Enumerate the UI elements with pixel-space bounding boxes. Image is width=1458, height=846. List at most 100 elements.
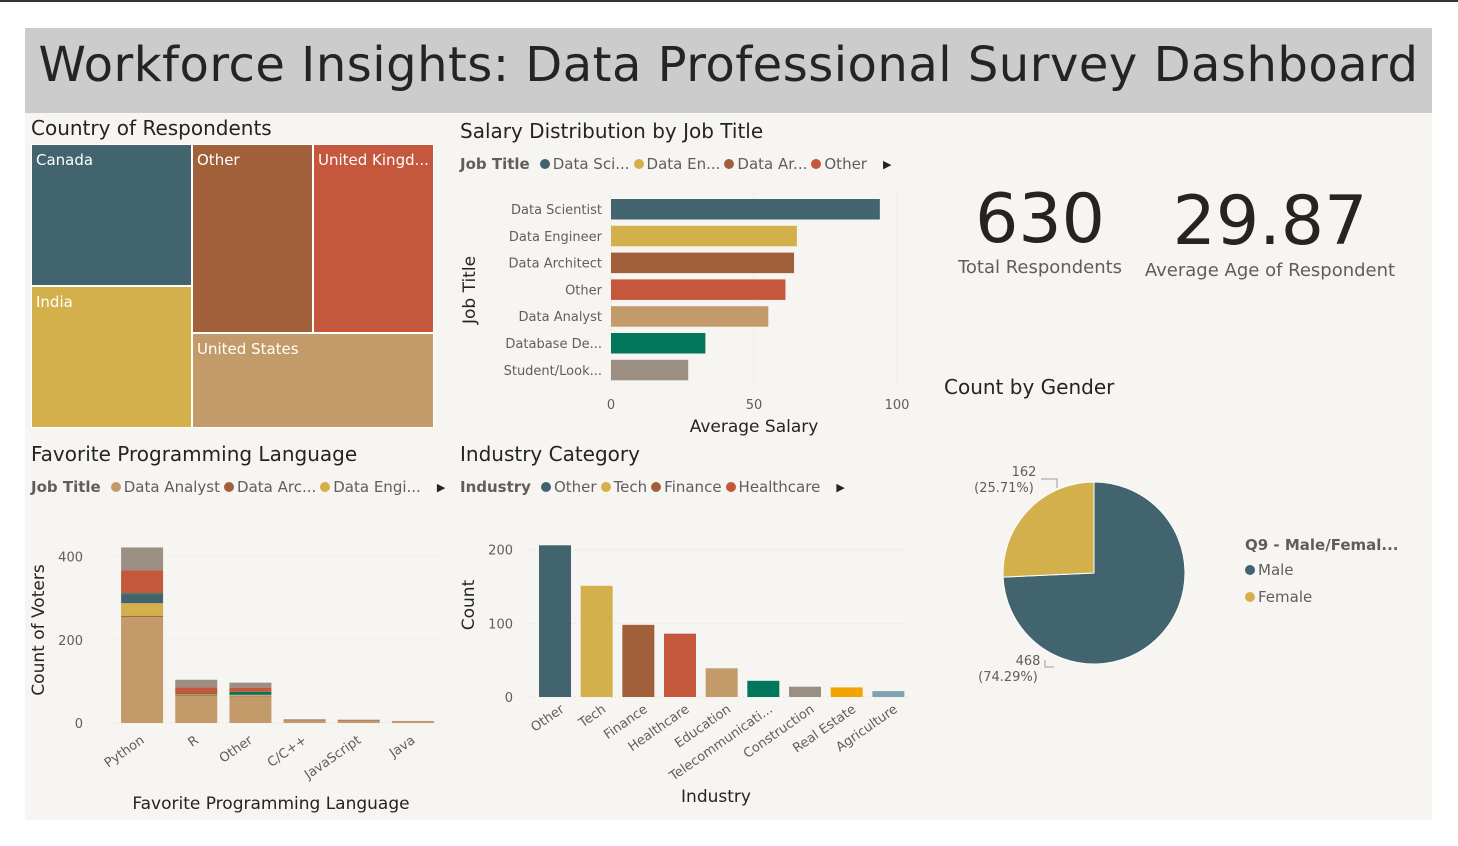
legend-item[interactable]: Data Engi... <box>333 478 421 496</box>
stacked-bar-segment <box>175 693 218 695</box>
legend-next-arrow-icon[interactable]: ▶ <box>882 157 892 171</box>
y-axis-title: Job Title <box>460 256 480 325</box>
bar <box>539 545 571 697</box>
average-age-label: Average Age of Respondent <box>1144 260 1396 281</box>
legend-item[interactable]: Data Arc... <box>237 478 317 496</box>
stacked-bar-segment <box>121 570 164 594</box>
legend-item-label: Female <box>1258 588 1313 606</box>
leader-line <box>1041 478 1058 488</box>
stacked-bar-segment <box>121 593 164 595</box>
legend-item[interactable]: Data Analyst <box>123 478 221 496</box>
salary-chart-title: Salary Distribution by Job Title <box>460 119 764 143</box>
stacked-bar-segment <box>121 603 164 616</box>
legend-marker <box>1245 592 1255 602</box>
x-tick-label: Other <box>217 733 256 767</box>
language-legend: Job Title Data Analyst Data Arc... Data … <box>31 478 445 496</box>
data-label-count: 162 <box>1012 465 1037 480</box>
legend-next-arrow-icon[interactable]: ▶ <box>436 480 446 494</box>
industry-legend: Industry Other Tech Finance Healthcare ▶ <box>460 478 845 496</box>
salary-bar-chart: 0 50 100 Data Scientist Data Engineer Data Ar… <box>460 193 910 437</box>
y-tick-label: Other <box>565 283 603 298</box>
stacked-bar-segment <box>229 694 272 696</box>
legend-marker <box>539 159 550 169</box>
treemap-cell-other[interactable]: Other <box>192 144 313 333</box>
legend-marker <box>633 159 644 169</box>
legend-item-label: Male <box>1258 561 1294 579</box>
y-tick-label: Data Analyst <box>519 310 602 325</box>
y-tick-label: 100 <box>488 617 513 632</box>
legend-item[interactable]: Finance <box>664 478 722 496</box>
gender-legend-item-female[interactable]: Female <box>1245 588 1312 606</box>
stacked-bar-segment <box>229 691 272 695</box>
dashboard-header: Workforce Insights: Data Professional Su… <box>25 28 1432 113</box>
x-axis-title: Industry <box>681 787 751 807</box>
legend-marker <box>224 482 235 492</box>
bar <box>705 668 738 697</box>
stacked-bar-segment <box>337 720 380 723</box>
y-tick-label: Data Engineer <box>509 230 603 245</box>
stacked-bar-segment <box>229 695 272 697</box>
industry-chart-title: Industry Category <box>460 442 640 466</box>
stacked-bar-segment <box>283 719 326 721</box>
x-tick-label: Java <box>386 733 418 762</box>
x-axis-title: Favorite Programming Language <box>132 794 409 814</box>
treemap-label: United States <box>197 340 299 358</box>
legend-item[interactable]: Data Sci... <box>552 155 630 173</box>
treemap-cell-india[interactable]: India <box>31 286 192 428</box>
y-tick-label: Data Architect <box>509 257 602 272</box>
y-axis-title: Count of Voters <box>29 564 49 696</box>
y-tick-label: 200 <box>58 634 83 649</box>
average-age-value: 29.87 <box>1172 182 1368 261</box>
legend-marker <box>724 159 735 169</box>
x-tick-label: Python <box>102 733 148 771</box>
x-tick-label: 50 <box>746 398 763 413</box>
legend-next-arrow-icon[interactable]: ▶ <box>836 480 845 494</box>
stacked-bar-segment <box>121 547 164 571</box>
stacked-bar-segment <box>229 682 272 688</box>
legend-item[interactable]: Tech <box>613 478 648 496</box>
x-axis-title: Average Salary <box>690 417 819 437</box>
bar <box>622 624 655 697</box>
stacked-bar-segment <box>175 687 218 694</box>
legend-item[interactable]: Data Ar... <box>737 155 808 173</box>
legend-title: Industry <box>460 478 531 496</box>
legend-item[interactable]: Other <box>824 155 867 173</box>
x-tick-label: Construction <box>741 702 817 762</box>
gender-pie-chart: 468(74.29%) 162(25.71%) <box>974 465 1186 685</box>
legend-item[interactable]: Other <box>553 478 597 496</box>
treemap-cell-united-kingdom[interactable]: United Kingd... <box>313 144 434 333</box>
legend-marker <box>811 159 822 169</box>
gender-legend-item-male[interactable]: Male <box>1245 561 1294 579</box>
x-tick-label: JavaScript <box>301 733 364 783</box>
stacked-bar-segment <box>229 697 272 723</box>
stacked-bar-segment <box>175 694 218 696</box>
treemap-cell-united-states[interactable]: United States <box>192 333 434 428</box>
data-label-percent: (74.29%) <box>978 670 1038 685</box>
bar <box>830 687 863 697</box>
bar <box>611 333 706 354</box>
legend-marker <box>540 482 551 492</box>
stacked-bar-segment <box>337 719 380 721</box>
treemap-title: Country of Respondents <box>31 116 272 140</box>
x-tick-label: 100 <box>885 398 910 413</box>
y-tick-label: 0 <box>75 717 83 732</box>
legend-marker <box>1245 565 1255 575</box>
salary-legend: Job Title Data Sci... Data En... Data Ar… <box>460 155 891 173</box>
x-tick-label: Other <box>528 702 567 736</box>
data-label-count: 468 <box>1016 654 1041 669</box>
x-tick-label: R <box>186 733 202 750</box>
treemap-label: India <box>36 293 73 311</box>
legend-item[interactable]: Data En... <box>646 155 721 173</box>
data-label-percent: (25.71%) <box>974 481 1034 496</box>
treemap-cell-canada[interactable]: Canada <box>31 144 192 286</box>
stacked-bar-segment <box>121 594 164 604</box>
y-tick-label: 400 <box>58 551 83 566</box>
legend-marker <box>110 482 121 492</box>
legend-title: Job Title <box>460 155 530 173</box>
stacked-bar-segment <box>391 721 434 723</box>
legend-item[interactable]: Healthcare <box>738 478 821 496</box>
stacked-bar-segment <box>175 695 218 723</box>
language-stacked-bar-chart: 0 200 400 Python R Other C/C++JavaScript Java Fa… <box>29 547 445 814</box>
pie-slice <box>1002 481 1095 578</box>
bar <box>611 252 795 274</box>
